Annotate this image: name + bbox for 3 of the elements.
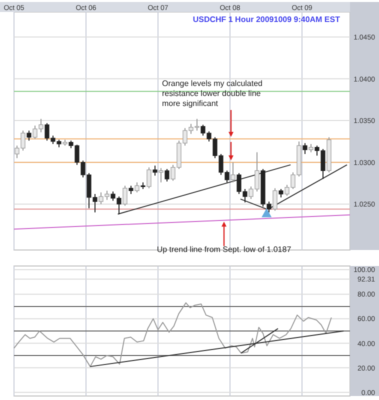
annotation: Up trend line from Sept. low of 1.0187 (156, 245, 292, 254)
chart-title: USDCHF 1 Hour 20091009 9:40AM EST (192, 15, 340, 24)
annotation: Orange levels my calculated resistance lower double line more significant (162, 79, 262, 108)
